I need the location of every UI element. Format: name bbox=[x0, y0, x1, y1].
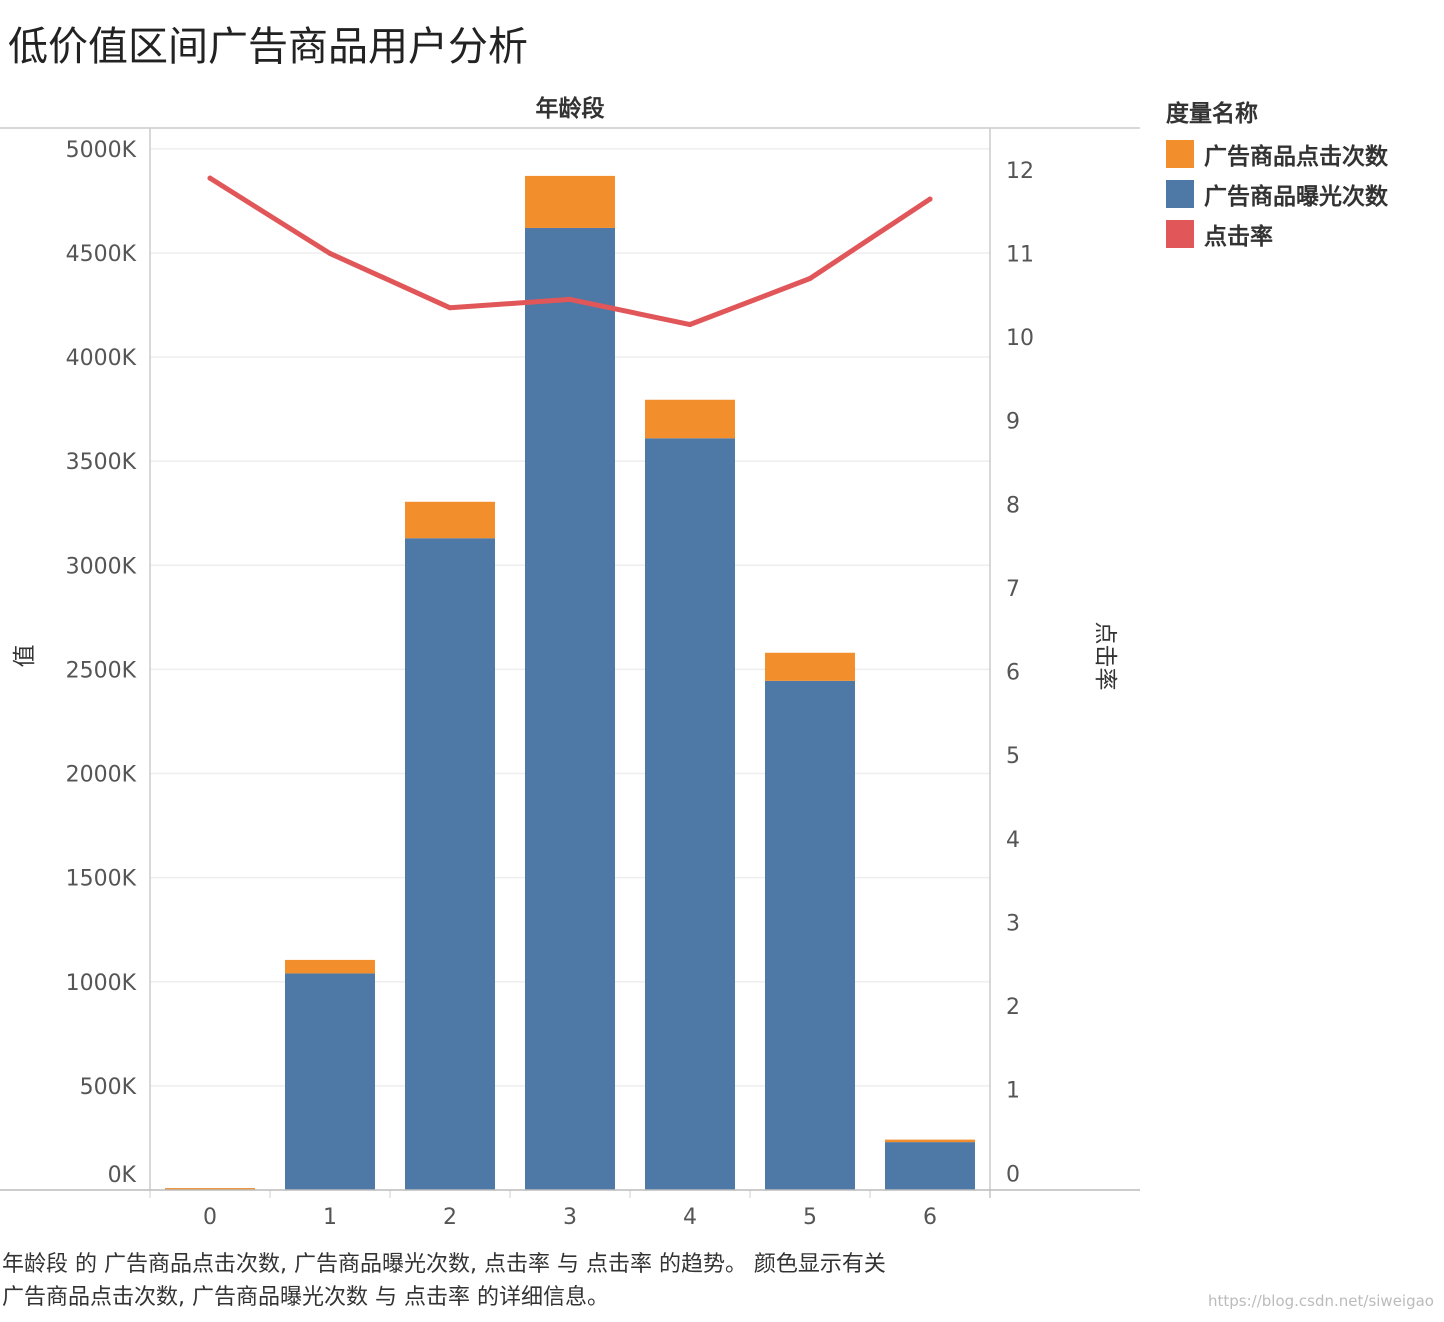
bar-segment[interactable] bbox=[645, 438, 735, 1190]
bar-segment[interactable] bbox=[885, 1139, 975, 1143]
caption-line-1: 年龄段 的 广告商品点击次数, 广告商品曝光次数, 点击率 与 点击率 的趋势。… bbox=[2, 1252, 886, 1277]
legend-item-ctr[interactable]: 点击率 bbox=[1166, 214, 1388, 254]
y2-tick-label: 11 bbox=[1006, 242, 1034, 267]
y-tick-label: 4000K bbox=[66, 346, 137, 371]
y2-tick-label: 0 bbox=[1006, 1162, 1020, 1187]
bar-segment[interactable] bbox=[285, 959, 375, 974]
ctr-point[interactable] bbox=[207, 175, 213, 181]
bar-segment[interactable] bbox=[765, 680, 855, 1190]
caption-line-2: 广告商品点击次数, 广告商品曝光次数 与 点击率 的详细信息。 bbox=[2, 1285, 609, 1310]
legend: 度量名称 广告商品点击次数 广告商品曝光次数 点击率 bbox=[1166, 94, 1388, 254]
y-tick-label: 4500K bbox=[66, 242, 137, 267]
y2-tick-label: 12 bbox=[1006, 159, 1034, 184]
legend-swatch bbox=[1166, 180, 1194, 208]
legend-label: 点击率 bbox=[1204, 224, 1273, 250]
y-tick-label: 1000K bbox=[66, 971, 137, 996]
bar-segment[interactable] bbox=[285, 973, 375, 1190]
y2-tick-label: 5 bbox=[1006, 744, 1020, 769]
y2-tick-label: 1 bbox=[1006, 1079, 1020, 1104]
legend-label: 广告商品点击次数 bbox=[1204, 144, 1388, 170]
x-tick-label: 1 bbox=[323, 1205, 337, 1230]
x-tick-label: 3 bbox=[563, 1205, 577, 1230]
y-tick-label: 3500K bbox=[66, 450, 137, 475]
ctr-point[interactable] bbox=[927, 196, 933, 202]
bar-segment[interactable] bbox=[645, 399, 735, 439]
bar-segment[interactable] bbox=[405, 538, 495, 1190]
legend-item-clicks[interactable]: 广告商品点击次数 bbox=[1166, 134, 1388, 174]
legend-title: 度量名称 bbox=[1166, 101, 1258, 127]
bar-segment[interactable] bbox=[885, 1142, 975, 1190]
bar-segment[interactable] bbox=[165, 1188, 255, 1190]
legend-label: 广告商品曝光次数 bbox=[1204, 184, 1388, 210]
y2-axis-label: 点击率 bbox=[1092, 622, 1118, 691]
bar-segment[interactable] bbox=[765, 652, 855, 681]
header-label: 年龄段 bbox=[536, 95, 605, 122]
y-tick-label: 0K bbox=[108, 1163, 137, 1188]
legend-swatch bbox=[1166, 220, 1194, 248]
axes bbox=[0, 127, 1140, 1198]
y2-tick-label: 4 bbox=[1006, 828, 1020, 853]
legend-swatch bbox=[1166, 140, 1194, 168]
ctr-point[interactable] bbox=[567, 296, 573, 302]
x-tick-label: 5 bbox=[803, 1205, 817, 1230]
axis-labels: 年龄段 值 点击率 0K 500K 1000K 1500K 2000K 2500K 3000… bbox=[12, 95, 1118, 1230]
bars bbox=[165, 175, 975, 1190]
y2-tick-label: 7 bbox=[1006, 577, 1020, 602]
bar-segment[interactable] bbox=[525, 175, 615, 228]
bar-segment[interactable] bbox=[525, 227, 615, 1190]
bar-segment[interactable] bbox=[405, 501, 495, 539]
ctr-point[interactable] bbox=[447, 305, 453, 311]
y-tick-label: 2000K bbox=[66, 763, 137, 788]
x-tick-label: 6 bbox=[923, 1205, 937, 1230]
watermark: https://blog.csdn.net/siweigao bbox=[1208, 1292, 1434, 1310]
ctr-point[interactable] bbox=[807, 276, 813, 282]
ctr-point[interactable] bbox=[327, 250, 333, 256]
y2-tick-label: 3 bbox=[1006, 911, 1020, 936]
x-tick-label: 2 bbox=[443, 1205, 457, 1230]
ctr-line-layer bbox=[207, 175, 933, 328]
y-tick-label: 1500K bbox=[66, 867, 137, 892]
y2-tick-label: 8 bbox=[1006, 493, 1020, 518]
y-tick-label: 3000K bbox=[66, 554, 137, 579]
page-title: 低价值区间广告商品用户分析 bbox=[8, 24, 528, 70]
x-tick-label: 4 bbox=[683, 1205, 697, 1230]
y2-tick-label: 9 bbox=[1006, 410, 1020, 435]
y2-tick-label: 10 bbox=[1006, 326, 1034, 351]
y-tick-label: 5000K bbox=[66, 138, 137, 163]
y2-tick-label: 6 bbox=[1006, 661, 1020, 686]
legend-item-impressions[interactable]: 广告商品曝光次数 bbox=[1166, 174, 1388, 214]
x-tick-label: 0 bbox=[203, 1205, 217, 1230]
y-tick-label: 500K bbox=[80, 1075, 137, 1100]
ctr-point[interactable] bbox=[687, 322, 693, 328]
chart-caption: 年龄段 的 广告商品点击次数, 广告商品曝光次数, 点击率 与 点击率 的趋势。… bbox=[2, 1248, 1002, 1314]
y2-tick-label: 2 bbox=[1006, 995, 1020, 1020]
y-tick-label: 2500K bbox=[66, 658, 137, 683]
y-axis-label: 值 bbox=[12, 645, 38, 668]
